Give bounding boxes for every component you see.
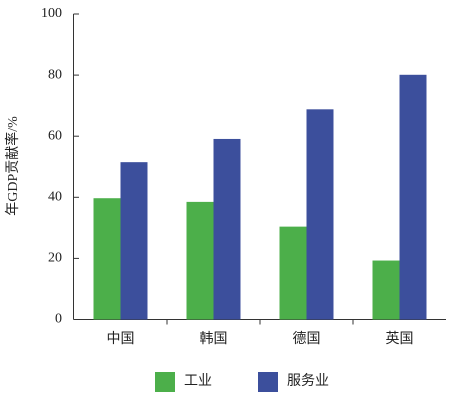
y-tick-label: 40 [48,190,62,205]
y-tick-label: 0 [55,312,62,327]
legend-label: 工业 [184,373,212,389]
y-tick-label: 80 [48,67,62,82]
x-tick-label: 韩国 [200,331,228,347]
x-tick-label: 德国 [293,331,321,347]
bar [93,198,121,320]
bar [279,226,307,320]
y-axis-label: 年GDP贡献率/% [4,116,21,216]
bar [213,138,241,320]
y-tick-label: 60 [48,128,62,143]
bar [372,260,400,320]
legend-swatch [155,372,175,392]
x-tick-label: 英国 [386,330,414,347]
bar [399,74,427,320]
bar [306,109,334,320]
legend-label: 服务业 [287,373,329,389]
bar [186,201,214,320]
legend-swatch [258,372,278,392]
bar [120,162,148,320]
y-tick-label: 100 [41,6,62,21]
y-tick-label: 20 [48,251,62,266]
x-tick-label: 中国 [107,331,135,347]
